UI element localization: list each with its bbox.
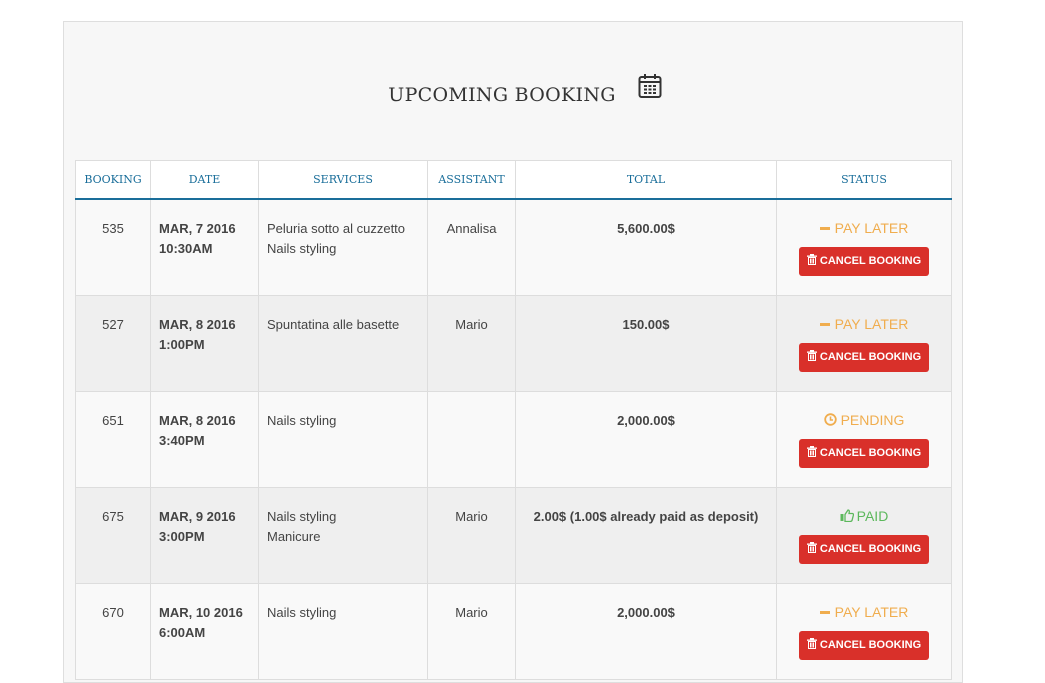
assistant: Mario [427,294,516,392]
assistant [427,390,516,488]
table-header: BOOKING DATE SERVICES ASSISTANT TOTAL STATUS [75,160,952,200]
status-cell: PAY LATER CANCEL BOOKING [776,198,952,296]
status-badge: PAY LATER [785,603,943,621]
cancel-booking-button[interactable]: CANCEL BOOKING [798,342,930,372]
assistant: Mario [427,582,516,680]
trash-icon [806,541,817,553]
status-badge: PAY LATER [785,315,943,333]
trash-icon [806,254,817,265]
total: 2.00$ (1.00$ already paid as deposit) [515,486,777,584]
date: MAR, 7 2016 [159,221,236,236]
table-row: 675 MAR, 9 2016 3:00PM Nails styling Manic… [75,486,952,584]
upcoming-booking-panel: UPCOMING BOOKING BOOKING DATE SERVICES ASSI… [63,21,963,683]
time: 10:30AM [159,241,213,256]
table-row: 670 MAR, 10 2016 6:00AM Nails styling Mar… [75,582,952,680]
column-header: STATUS [776,160,952,200]
time: 3:00PM [159,528,205,544]
calendar-icon [638,74,662,98]
cancel-booking-button[interactable]: CANCEL BOOKING [798,534,930,564]
date: MAR, 8 2016 [159,412,236,428]
minus-icon [819,227,830,230]
booking-date: MAR, 7 2016 10:30AM [150,198,259,296]
service-item: Nails styling [267,604,337,620]
clock-icon [823,412,837,426]
total: 5,600.00$ [515,198,777,296]
total: 2,000.00$ [515,582,777,680]
assistant: Annalisa [427,198,516,296]
time: 1:00PM [159,336,205,352]
column-header: BOOKING [75,160,151,200]
minus-icon [819,322,830,326]
services-cell: Nails styling Manicure [258,486,428,584]
table-row: 651 MAR, 8 2016 3:40PM Nails styling 2,00… [75,390,952,488]
booking-date: MAR, 8 2016 3:40PM [150,390,259,488]
service-item: Nails styling [267,241,337,256]
service-item: Manicure [267,528,321,544]
bookings-table: BOOKING DATE SERVICES ASSISTANT TOTAL STATUS … [75,160,952,680]
service-item: Spuntatina alle basette [267,316,400,332]
booking-date: MAR, 8 2016 1:00PM [150,294,259,392]
table-row: 535 MAR, 7 2016 10:30AM Peluria sotto al … [75,198,952,296]
column-header: ASSISTANT [427,160,516,200]
date: MAR, 9 2016 [159,508,236,524]
assistant: Mario [427,486,516,584]
booking-id: 527 [75,294,151,392]
column-header: SERVICES [258,160,428,200]
cancel-booking-button[interactable]: CANCEL BOOKING [798,247,930,276]
services-cell: Nails styling [258,582,428,680]
booking-id: 670 [75,582,151,680]
trash-icon [806,445,817,457]
status-cell: PAY LATER CANCEL BOOKING [776,582,952,680]
thumbs-up-icon [840,508,854,522]
booking-id: 675 [75,486,151,584]
time: 6:00AM [159,624,206,640]
total: 2,000.00$ [515,390,777,488]
date: MAR, 8 2016 [159,316,236,332]
cancel-booking-button[interactable]: CANCEL BOOKING [798,630,930,660]
page-title: UPCOMING BOOKING [388,84,616,106]
service-item: Nails styling [267,412,337,428]
services-cell: Peluria sotto al cuzzetto Nails styling [258,198,428,296]
date: MAR, 10 2016 [159,604,243,620]
table-row: 527 MAR, 8 2016 1:00PM Spuntatina alle ba… [75,294,952,392]
booking-date: MAR, 9 2016 3:00PM [150,486,259,584]
column-header: DATE [150,160,259,200]
booking-date: MAR, 10 2016 6:00AM [150,582,259,680]
cancel-booking-button[interactable]: CANCEL BOOKING [798,438,930,468]
services-cell: Nails styling [258,390,428,488]
services-cell: Spuntatina alle basette [258,294,428,392]
service-item: Nails styling [267,508,337,524]
status-cell: PENDING CANCEL BOOKING [776,390,952,488]
service-item: Peluria sotto al cuzzetto [267,221,406,236]
status-badge: PENDING [785,411,943,429]
column-header: TOTAL [515,160,777,200]
status-badge: PAID [785,507,943,525]
total: 150.00$ [515,294,777,392]
status-cell: PAY LATER CANCEL BOOKING [776,294,952,392]
time: 3:40PM [159,432,205,448]
minus-icon [819,610,830,614]
booking-id: 535 [75,198,151,296]
trash-icon [806,637,817,649]
trash-icon [806,349,817,361]
status-badge: PAY LATER [785,219,943,237]
status-cell: PAID CANCEL BOOKING [776,486,952,584]
booking-id: 651 [75,390,151,488]
